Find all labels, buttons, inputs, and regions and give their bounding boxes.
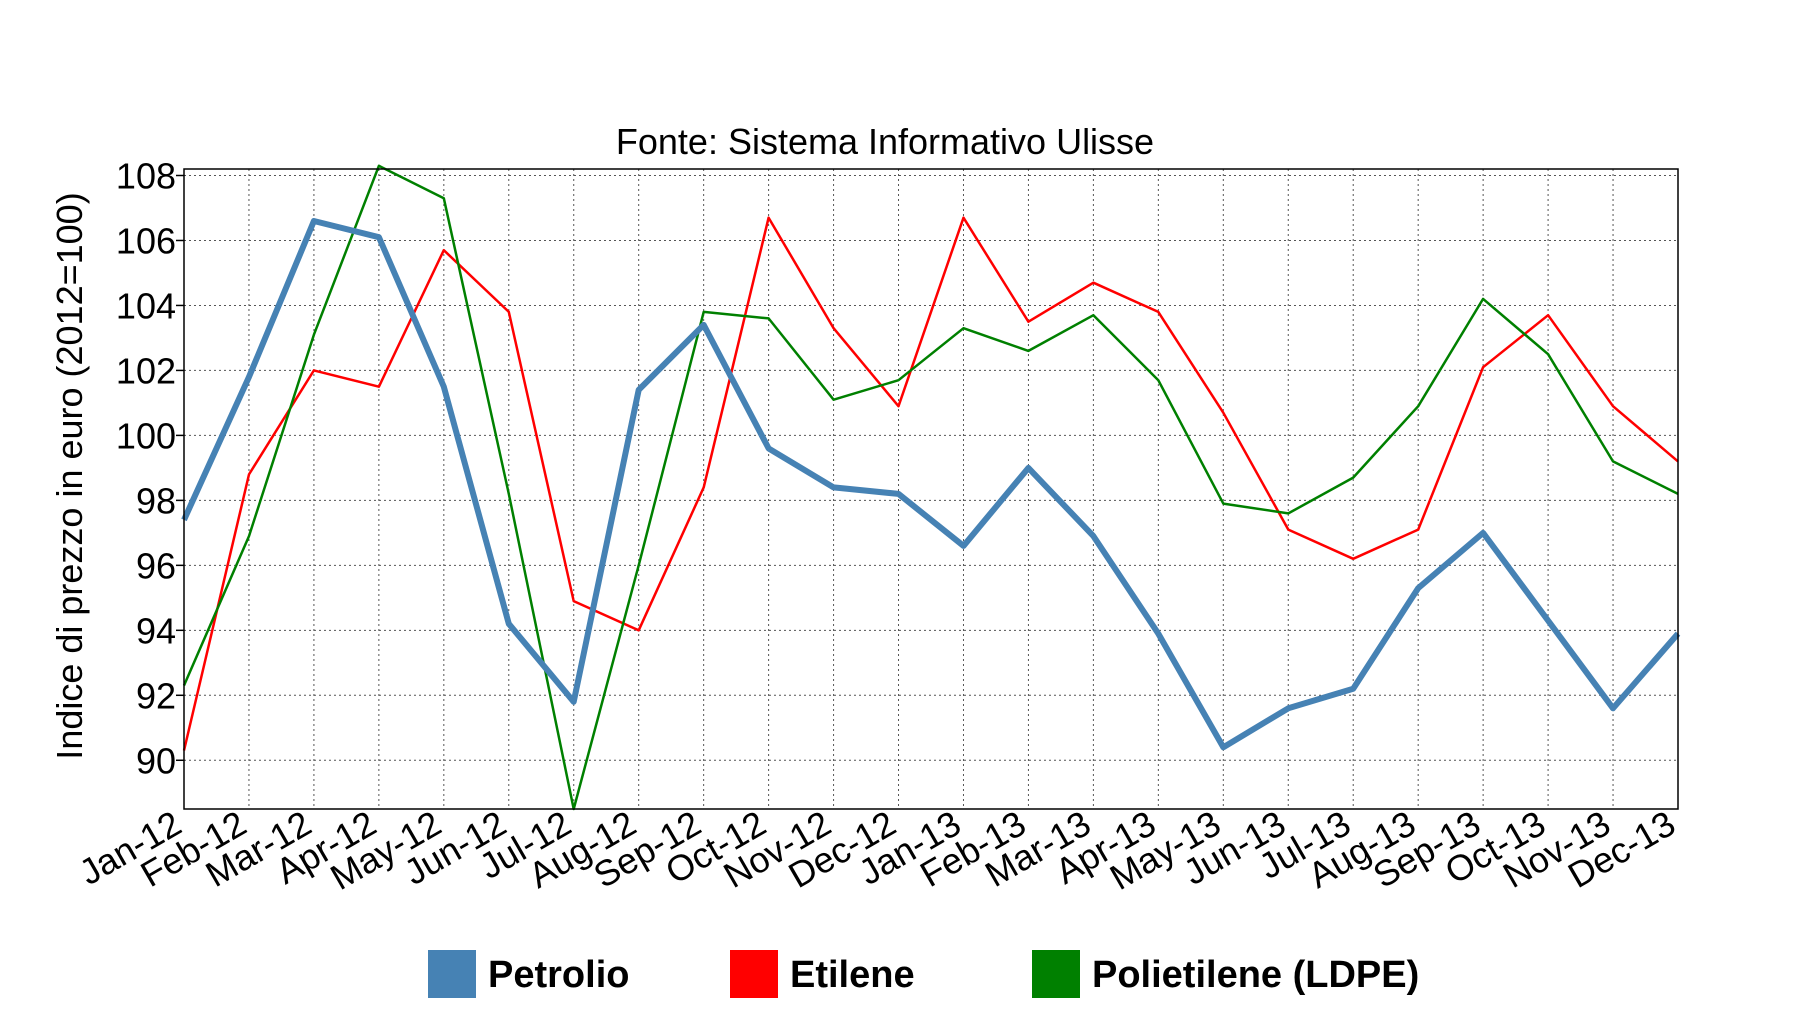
y-tick-label: 96: [136, 545, 176, 586]
legend-swatch: [1032, 950, 1080, 998]
y-tick-label: 108: [116, 155, 176, 196]
series-line-polietilene-ldpe: [182, 164, 1679, 811]
legend-item: Petrolio: [428, 950, 629, 998]
grid: [183, 169, 1679, 809]
y-tick-label: 100: [116, 415, 176, 456]
legend-item: Polietilene (LDPE): [1032, 950, 1419, 998]
legend-label: Petrolio: [488, 954, 629, 996]
chart-title: Fonte: Sistema Informativo Ulisse: [616, 121, 1154, 162]
y-tick-label: 94: [136, 610, 176, 651]
y-axis-label: Indice di prezzo in euro (2012=100): [49, 192, 90, 759]
series-lines: [181, 164, 1681, 811]
y-tick-label: 92: [136, 675, 176, 716]
plot-frame: [183, 168, 1679, 810]
legend-item: Etilene: [730, 950, 915, 998]
series-line-petrolio: [181, 218, 1681, 751]
legend: Petrolio Etilene Polietilene (LDPE): [428, 950, 1419, 998]
y-tick-label: 104: [116, 285, 176, 326]
y-tick-label: 102: [116, 350, 176, 391]
y-axis-ticks: 90 92 94 96 98 100 102 104 106 108: [116, 155, 184, 781]
x-axis-ticks: Jan-12Feb-12Mar-12Apr-12May-12Jun-12Jul-…: [72, 802, 1682, 898]
y-tick-label: 106: [116, 220, 176, 261]
legend-swatch: [730, 950, 778, 998]
legend-label: Polietilene (LDPE): [1092, 954, 1419, 996]
legend-swatch: [428, 950, 476, 998]
series-line-etilene: [182, 216, 1679, 751]
y-tick-label: 90: [136, 740, 176, 781]
legend-label: Etilene: [790, 954, 915, 996]
y-tick-label: 98: [136, 480, 176, 521]
